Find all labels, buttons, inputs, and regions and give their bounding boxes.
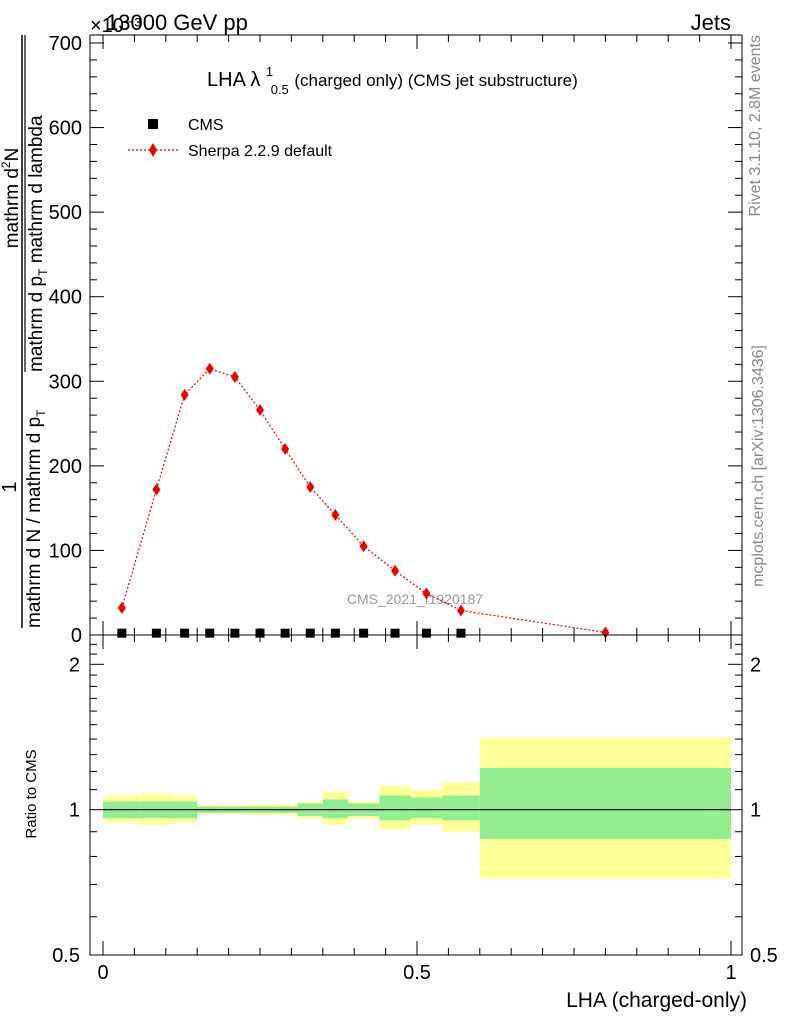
cms-data-point	[456, 628, 466, 638]
ytitle-left-denominator: mathrm d N / mathrm d pT	[24, 409, 48, 628]
cms-data-point	[390, 628, 400, 638]
watermark: CMS_2021_I1920187	[347, 591, 483, 607]
main-y-title: 1 mathrm d N / mathrm d pT mathrm d2N ma…	[0, 35, 50, 628]
x-tick-label: 0	[97, 962, 108, 984]
cms-data-point	[305, 628, 315, 638]
mc-series-line	[121, 367, 606, 634]
cms-data-point	[280, 628, 290, 638]
cms-data-point	[205, 628, 215, 638]
ratio-inner-band	[442, 795, 480, 821]
plot-title-main: LHA λ	[207, 69, 260, 91]
ratio-y-tick-label-right: 2	[750, 654, 761, 676]
legend-cms-marker	[148, 119, 158, 129]
main-y-tick-label: 200	[49, 456, 82, 478]
legend-cms-label: CMS	[188, 117, 224, 134]
main-y-tick-label: 300	[49, 371, 82, 393]
ytitle-one: 1	[0, 481, 21, 492]
main-y-tick-label: 0	[71, 625, 82, 647]
ratio-y-tick-label-right: 0.5	[750, 945, 778, 967]
mc-data-point	[281, 442, 290, 455]
legend-mc-marker	[149, 143, 157, 157]
ratio-inner-band	[410, 797, 443, 819]
mc-data-point	[391, 564, 400, 577]
main-y-axis: 0 100 200 300 400 500 600 700	[49, 33, 742, 647]
ytitle-den-tail: mathrm d lambda	[26, 115, 47, 269]
mc-data-point	[117, 601, 126, 614]
mc-data-point	[331, 508, 340, 521]
ytitle-den-main: mathrm d p	[26, 276, 47, 372]
ratio-frame	[89, 634, 743, 956]
main-y-tick-label: 400	[49, 287, 82, 309]
plot-title: LHA λ 1 0.5 (charged only) (CMS jet subs…	[207, 59, 578, 99]
cms-data-point	[151, 628, 161, 638]
ratio-inner-band	[379, 795, 411, 821]
main-y-tick-label: 500	[49, 202, 82, 224]
ytitle-denominator: mathrm d pT mathrm d lambda	[26, 115, 50, 372]
mc-data-point	[422, 587, 431, 600]
mcplots-label: mcplots.cern.ch [arXiv:1306.3436]	[750, 345, 767, 587]
ytitle-left-den-main: mathrm d N / mathrm d p	[24, 417, 45, 628]
cms-data-point	[255, 628, 265, 638]
cms-data-point	[421, 628, 431, 638]
mc-data-point	[456, 604, 465, 617]
x-axis-title: LHA (charged-only)	[566, 989, 747, 1012]
energy-label: 13000 GeV pp	[106, 10, 248, 35]
rivet-label: Rivet 3.1.10, 2.8M events	[747, 35, 764, 216]
mc-data-point	[306, 481, 315, 493]
ytitle-den-sub: T	[36, 268, 50, 276]
ratio-y-axis: 0.5 0.5 1 1 2 2	[52, 643, 778, 967]
cms-data-point	[359, 628, 369, 638]
mc-data-point	[205, 362, 214, 375]
exponent-label: ×10⁻³	[90, 15, 141, 37]
main-panel: 0 100 200 300 400 500 600 700 CMS_2021_I1920187…	[0, 33, 743, 647]
main-y-tick-label: 600	[49, 118, 82, 140]
ratio-inner-band	[322, 799, 348, 819]
ratio-x-axis: 0 0.5 1	[97, 635, 737, 984]
plot-title-sup: 1	[266, 64, 273, 79]
mc-data-point	[256, 404, 264, 417]
cms-data-point	[117, 628, 127, 638]
ytitle-left-den-sub: T	[34, 409, 48, 417]
mc-data-point	[230, 371, 239, 384]
ytitle-numerator: mathrm d2N	[0, 148, 23, 249]
ratio-y-title: Ratio to CMS	[23, 749, 40, 838]
mc-data-point	[180, 388, 189, 401]
ytitle-num-tail: N	[2, 148, 23, 162]
cms-data-point	[330, 628, 340, 638]
ratio-y-tick-label-right: 1	[750, 800, 761, 822]
legend: CMS Sherpa 2.2.9 default	[128, 117, 333, 160]
mc-data-point	[359, 540, 368, 553]
main-y-tick-label: 100	[49, 540, 82, 562]
ratio-y-tick-label: 0.5	[52, 945, 80, 967]
ytitle-num-sup: 2	[0, 161, 13, 168]
ratio-panel: 0.5 0.51 12 2 0 0.5 1 Ratio to CMS LHA (charg…	[23, 634, 778, 1012]
plot-title-tail: (charged only) (CMS jet substructure)	[294, 71, 577, 90]
ratio-y-tick-label: 2	[69, 654, 80, 676]
x-tick-label: 1	[725, 962, 736, 984]
jets-label: Jets	[691, 10, 731, 35]
legend-mc-label: Sherpa 2.2.9 default	[188, 143, 333, 160]
plot-title-sub: 0.5	[271, 82, 289, 97]
ratio-y-tick-label: 1	[69, 800, 80, 822]
cms-data-point	[230, 628, 240, 638]
cms-data-point	[180, 628, 190, 638]
x-tick-label: 0.5	[403, 962, 431, 984]
mc-data-point	[152, 483, 161, 496]
ytitle-num-main: mathrm d	[2, 168, 23, 248]
main-y-tick-label: 700	[49, 33, 82, 55]
ratio-inner-band	[479, 767, 731, 839]
